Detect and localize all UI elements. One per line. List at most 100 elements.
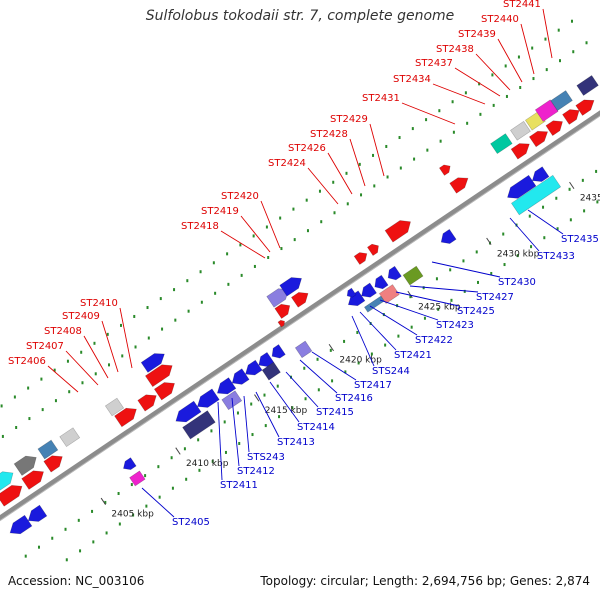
gene-feature-shape: [144, 364, 173, 388]
gene-feature-shape: [0, 471, 14, 495]
track-dot: [291, 406, 294, 410]
track-dot: [147, 336, 150, 340]
track-dot: [559, 59, 562, 63]
forward-gene: [438, 164, 451, 176]
track-dot: [159, 297, 162, 301]
reverse-gene-label: ST2435: [561, 234, 599, 245]
track-dot: [581, 178, 584, 182]
gene-feature-shape: [510, 143, 530, 160]
track-dot: [503, 263, 506, 267]
gene-feature-shape: [507, 174, 537, 199]
forward-gene: [43, 455, 63, 473]
gene-feature-shape: [550, 90, 573, 112]
track-dot: [426, 148, 429, 152]
track-dot: [570, 19, 573, 23]
track-dot: [438, 109, 441, 113]
reverse-label-leader: [359, 311, 397, 351]
track-dot: [171, 486, 174, 490]
reverse-gene: [510, 174, 562, 216]
forward-gene-label: ST2428: [310, 129, 348, 140]
track-dot: [572, 50, 575, 54]
track-dot: [462, 259, 465, 263]
track-dot: [516, 254, 519, 258]
track-dot: [236, 411, 239, 415]
track-dot: [267, 256, 270, 260]
track-dot: [53, 368, 56, 372]
scale-tick: [100, 497, 107, 505]
reverse-label-leader: [285, 371, 319, 408]
gene-feature-shape: [37, 439, 59, 460]
reverse-gene: [175, 400, 202, 423]
track-dot: [200, 300, 203, 304]
gene-feature-shape: [140, 353, 165, 373]
gene-feature-shape: [490, 133, 513, 155]
gene-feature-shape: [353, 252, 368, 265]
reverse-label-leader: [369, 305, 418, 336]
gene-feature-shape: [123, 457, 137, 470]
scale-tick-label: 2425 kbp: [418, 302, 461, 312]
track-dot: [343, 339, 346, 343]
reverse-gene: [294, 340, 313, 359]
forward-label-leader: [307, 167, 339, 205]
forward-label-leader: [65, 350, 99, 386]
track-dot: [303, 366, 306, 370]
gene-feature-shape: [384, 220, 411, 243]
gene-feature-shape: [562, 109, 580, 125]
page-title: Sulfolobus tokodaii str. 7, complete gen…: [145, 8, 455, 24]
gene-feature-shape: [59, 427, 81, 448]
track-dot: [557, 28, 560, 32]
forward-label-leader: [475, 53, 511, 91]
forward-gene-label: ST2439: [458, 29, 496, 40]
track-dot: [224, 450, 227, 454]
forward-gene: [144, 364, 173, 388]
forward-gene: [449, 177, 469, 194]
track-dot: [51, 536, 54, 540]
track-dot: [345, 171, 348, 175]
track-dot: [0, 404, 3, 408]
track-dot: [253, 264, 256, 268]
track-dot: [27, 386, 30, 390]
track-dot: [24, 554, 27, 558]
reverse-gene: [231, 368, 250, 385]
scale-tick: [254, 394, 260, 402]
forward-gene: [37, 439, 59, 460]
track-dot: [134, 345, 137, 349]
track-dot: [466, 121, 469, 125]
track-dot: [223, 420, 226, 424]
reverse-gene-label: ST2430: [498, 277, 536, 288]
gene-feature-shape: [531, 166, 550, 182]
track-dot: [158, 495, 161, 499]
track-dot: [77, 518, 80, 522]
gene-feature-shape: [182, 410, 216, 440]
track-dot: [210, 429, 213, 433]
reverse-gene: [374, 274, 389, 290]
track-dot: [212, 261, 215, 265]
reverse-gene: [387, 265, 402, 281]
track-dot: [544, 37, 547, 41]
track-dot: [356, 330, 359, 334]
track-dot: [118, 522, 121, 526]
track-dot: [104, 500, 107, 504]
track-dot: [569, 218, 572, 222]
forward-label-leader: [47, 365, 79, 393]
forward-gene: [0, 485, 23, 507]
forward-label-leader: [220, 230, 266, 259]
reverse-gene: [271, 344, 286, 359]
reverse-gene: [261, 361, 281, 381]
gene-feature-shape: [197, 388, 220, 408]
forward-gene: [534, 99, 559, 122]
track-dot: [372, 153, 375, 157]
track-dot: [422, 286, 425, 290]
track-dot: [543, 236, 546, 240]
reverse-label-leader: [231, 397, 240, 467]
forward-gene: [490, 133, 513, 155]
track-dot: [318, 189, 321, 193]
track-dot: [530, 245, 533, 249]
forward-gene: [21, 470, 44, 490]
forward-gene: [114, 407, 137, 428]
track-dot: [320, 220, 323, 224]
track-dot: [386, 175, 389, 179]
track-dot: [373, 184, 376, 188]
forward-gene-label: ST2424: [268, 158, 306, 169]
